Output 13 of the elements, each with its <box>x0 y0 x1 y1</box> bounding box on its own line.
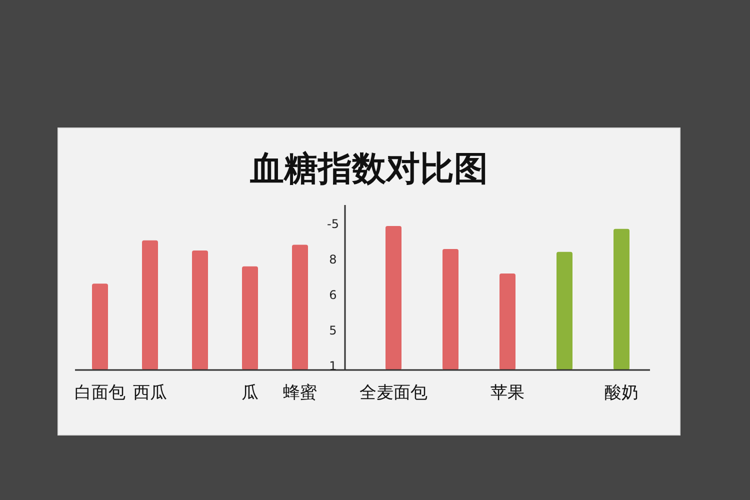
annotation: 8 <box>329 252 337 266</box>
annotation: 6 <box>329 288 337 302</box>
annotation: -5 <box>327 217 339 231</box>
x-tick-label: 苹果 <box>490 383 524 403</box>
x-tick-label: 白面包 <box>74 383 126 403</box>
chart-title: 血糖指数对比图 <box>249 149 488 189</box>
x-tick-label: 瓜 <box>242 383 258 403</box>
x-tick-label: 蜂蜜 <box>283 383 317 403</box>
x-tick-label: 西瓜 <box>133 383 167 403</box>
annotation: 1 <box>329 359 337 373</box>
x-tick-label: 全麦面包 <box>360 383 428 403</box>
x-tick-label: 酸奶 <box>604 383 638 403</box>
annotation: 5 <box>329 324 337 338</box>
